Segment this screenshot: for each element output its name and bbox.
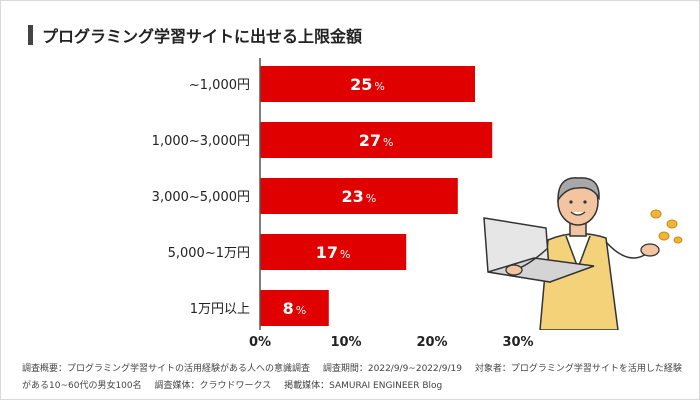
survey-footnote: 調査概要：プログラミング学習サイトの活用経験がある人への意識調査 調査期間：20… [22,361,682,395]
arm-shape [605,241,647,259]
bar-3 [260,234,407,270]
eye-shape [583,200,587,204]
labels-layer: ~1,000円 25 % 1,000~3,000円 27 % 3,000~5,000円 23%… [152,75,534,350]
coin-shape [650,209,662,219]
footnote-published: 掲載媒体：SAMURAI ENGINEER Blog [284,381,443,391]
shirt-shape [539,232,619,330]
x-tick-label: 20% [416,335,447,350]
smile-shape [570,211,586,216]
bar-0 [260,66,475,102]
value-label: 27% [359,131,394,150]
value-label: 23% [342,187,377,206]
bar-1 [260,122,493,158]
coin-shape [658,231,670,241]
footnote-medium: 調査媒体：クラウドワークス [154,381,272,391]
footnote-target: 対象者：プログラミング学習サイトを活用した経験がある10~60代の男女100名 [22,364,682,391]
x-tick-label: 0% [249,335,271,350]
coin-shape [673,236,683,244]
chart-title: プログラミング学習サイトに出せる上限金額 [42,27,363,46]
value-label: 8% [283,299,307,318]
category-label: 1万円以上 [190,302,250,317]
category-label: ~1,000円 [189,78,250,93]
footnote-overview: 調査概要：プログラミング学習サイトの活用経験がある人への意識調査 [22,364,311,374]
person-with-laptop-illustration [483,177,683,330]
coin-shape [666,219,678,229]
hand-shape [640,243,660,257]
hand-shape [505,264,523,276]
bars-layer [260,66,493,326]
category-label: 3,000~5,000円 [152,190,250,205]
eye-shape [569,200,573,204]
laptop-base-shape [487,257,595,283]
footnote-period: 調査期間：2022/9/9~2022/9/19 [322,364,462,374]
x-tick-label: 30% [502,335,533,350]
category-label: 1,000~3,000円 [152,134,250,149]
value-label: 25% [350,75,385,94]
value-label: 17% [316,243,351,262]
x-tick-label: 10% [330,335,361,350]
category-label: 5,000~1万円 [168,246,250,261]
bar-4 [260,290,329,326]
hair-shape [557,177,600,203]
bar-2 [260,178,458,214]
title-accent-bar [28,25,33,45]
